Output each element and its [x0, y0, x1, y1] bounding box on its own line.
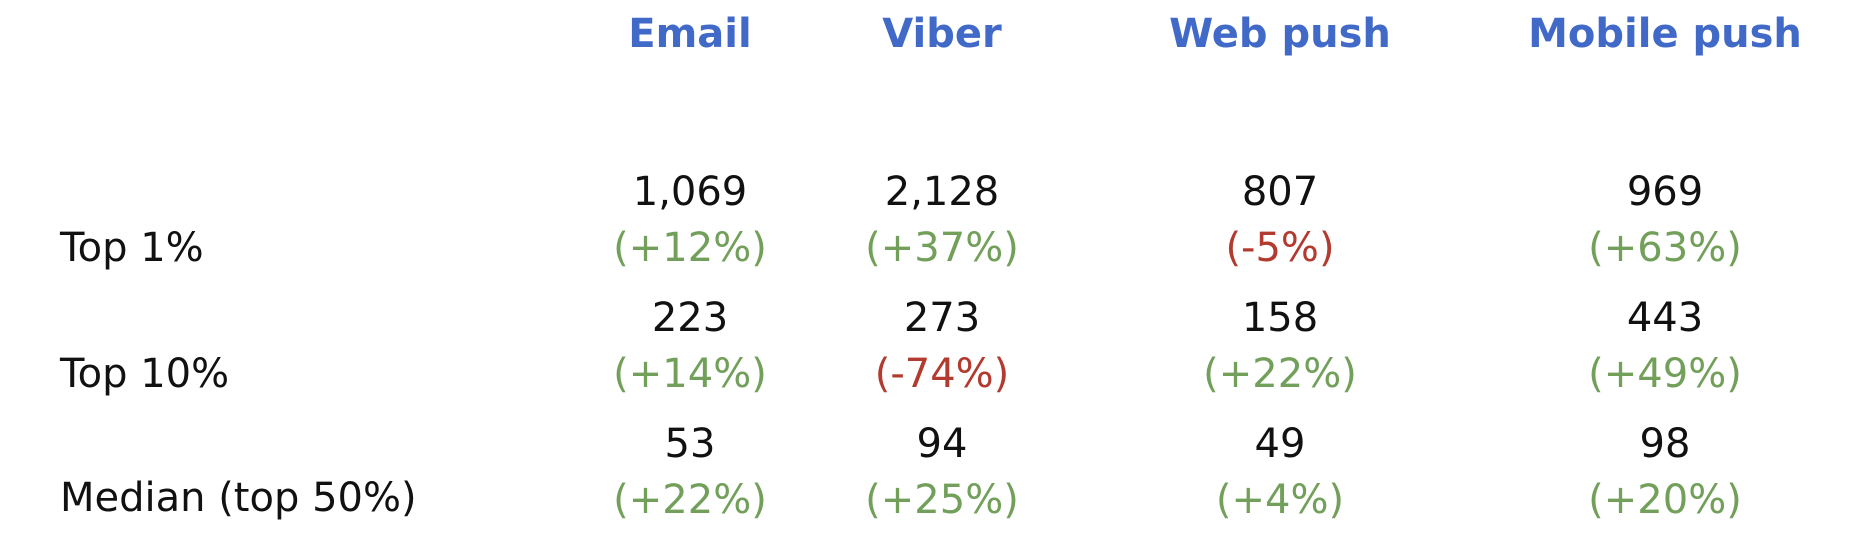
cell-top1-web-push: 807 (-5%) — [1225, 164, 1334, 276]
cell-top10-web-push: 158 (+22%) — [1203, 290, 1357, 402]
cell-change: (+4%) — [1215, 477, 1345, 523]
cell-median-mobile-push: 98 (+20%) — [1588, 416, 1742, 528]
cell-top1-mobile-push: 969 (+63%) — [1588, 164, 1742, 276]
cell-change: (-5%) — [1225, 225, 1335, 271]
column-header-viber: Viber — [882, 11, 1002, 57]
cell-change: (-74%) — [874, 351, 1010, 397]
cell-value: 1,069 — [632, 169, 748, 215]
cell-value: 2,128 — [884, 169, 1000, 215]
cell-value: 49 — [1254, 421, 1306, 467]
cell-value: 94 — [916, 421, 968, 467]
cell-value: 273 — [903, 295, 981, 341]
cell-value: 443 — [1626, 295, 1704, 341]
row-label-median: Median (top 50%) — [60, 475, 417, 521]
column-header-email: Email — [628, 11, 752, 57]
cell-value: 223 — [651, 295, 729, 341]
cell-median-web-push: 49 (+4%) — [1216, 416, 1344, 528]
cell-top1-email: 1,069 (+12%) — [613, 164, 767, 276]
row-label-top-1: Top 1% — [60, 225, 204, 271]
cell-change: (+12%) — [613, 225, 767, 271]
cell-top1-viber: 2,128 (+37%) — [865, 164, 1019, 276]
column-header-web-push: Web push — [1169, 11, 1391, 57]
cell-value: 807 — [1241, 169, 1319, 215]
cell-change: (+25%) — [865, 477, 1019, 523]
column-header-mobile-push: Mobile push — [1528, 11, 1802, 57]
cell-change: (+63%) — [1588, 225, 1742, 271]
cell-value: 53 — [664, 421, 716, 467]
cell-value: 98 — [1639, 421, 1691, 467]
cell-change: (+49%) — [1588, 351, 1742, 397]
cell-top10-viber: 273 (-74%) — [875, 290, 1010, 402]
cell-value: 969 — [1626, 169, 1704, 215]
cell-change: (+22%) — [1203, 351, 1357, 397]
cell-change: (+20%) — [1588, 477, 1742, 523]
cell-change: (+22%) — [613, 477, 767, 523]
cell-change: (+14%) — [613, 351, 767, 397]
cell-change: (+37%) — [865, 225, 1019, 271]
cell-value: 158 — [1241, 295, 1319, 341]
row-label-top-10: Top 10% — [60, 351, 230, 397]
cell-median-viber: 94 (+25%) — [865, 416, 1019, 528]
cell-top10-mobile-push: 443 (+49%) — [1588, 290, 1742, 402]
cell-median-email: 53 (+22%) — [613, 416, 767, 528]
cell-top10-email: 223 (+14%) — [613, 290, 767, 402]
